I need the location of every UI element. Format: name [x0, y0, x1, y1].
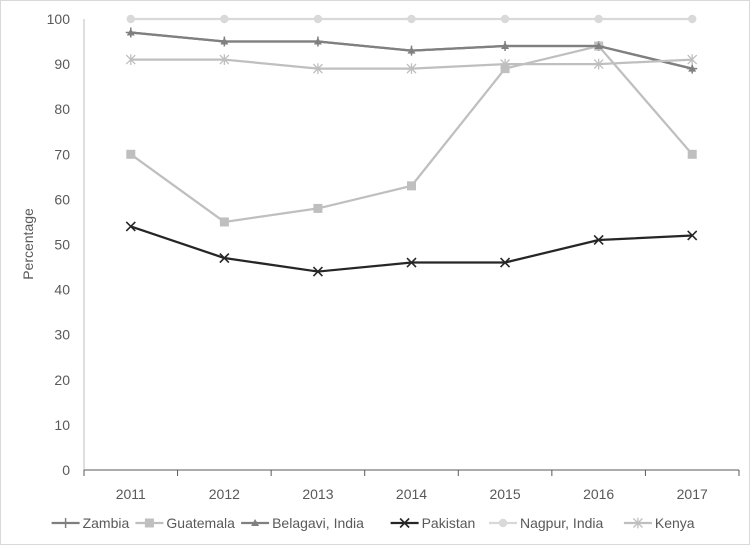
legend-marker-zambia: [60, 518, 71, 528]
legend: Zambia Guatemala Belagavi, India Pakistan Na…: [51, 515, 695, 531]
data-point-guatemala: [407, 181, 416, 191]
data-point-belagavi-india: [313, 37, 322, 45]
series-layer: [125, 14, 698, 277]
y-axis-tick-labels: 0 10 20 30 40 50 60 70 80 90 100: [47, 11, 71, 478]
data-point-kenya: [125, 54, 136, 65]
legend-marker-guatemala: [144, 518, 154, 528]
series-line-pakistan: [130, 225, 693, 273]
data-point-pakistan: [312, 266, 323, 277]
data-point-guatemala: [313, 203, 323, 213]
data-point-belagavi-india: [594, 42, 603, 50]
y-tick-label-60: 60: [54, 191, 70, 207]
legend-label-nagpur-india: Nagpur, India: [520, 515, 603, 531]
data-point-pakistan: [125, 221, 136, 232]
series-pakistan: [125, 221, 698, 277]
legend-item-guatemala: Guatemala: [135, 515, 235, 531]
legend-item-kenya: Kenya: [623, 515, 695, 531]
data-point-kenya: [687, 54, 698, 65]
legend-item-pakistan: Pakistan: [390, 515, 476, 531]
data-point-nagpur-india: [500, 14, 510, 24]
data-point-belagavi-india: [407, 46, 416, 54]
y-tick-label-90: 90: [54, 56, 70, 72]
data-point-kenya: [406, 63, 417, 75]
x-tick-label-2012: 2012: [209, 486, 240, 502]
data-point-belagavi-india: [501, 42, 510, 50]
legend-label-belagavi-india: Belagavi, India: [272, 515, 364, 531]
data-point-nagpur-india: [313, 14, 323, 24]
legend-marker-kenya: [632, 517, 643, 529]
x-tick-label-2011: 2011: [116, 486, 146, 502]
data-point-kenya: [219, 54, 230, 65]
x-axis-tick-labels: 2011 2012 2013 2014 2015 2016 2017: [116, 486, 708, 502]
series-nagpur-india: [126, 14, 697, 24]
y-tick-label-0: 0: [62, 462, 70, 478]
data-point-pakistan: [219, 252, 230, 264]
data-point-belagavi-india: [220, 37, 229, 45]
legend-marker-belagavi-india: [251, 519, 260, 526]
data-point-guatemala: [219, 217, 229, 227]
y-tick-label-30: 30: [54, 327, 70, 343]
x-tick-label-2017: 2017: [677, 486, 708, 502]
data-point-kenya: [312, 63, 323, 75]
data-point-guatemala: [687, 149, 697, 159]
y-tick-label-80: 80: [54, 101, 70, 117]
data-point-guatemala: [126, 149, 136, 159]
legend-item-belagavi-india: Belagavi, India: [241, 515, 364, 531]
y-tick-label-10: 10: [54, 417, 70, 433]
legend-label-guatemala: Guatemala: [166, 515, 235, 531]
y-tick-label-40: 40: [54, 282, 70, 298]
legend-marker-pakistan: [399, 517, 410, 529]
legend-item-zambia: Zambia: [51, 515, 130, 531]
data-point-nagpur-india: [594, 14, 603, 24]
x-tick-label-2013: 2013: [302, 486, 333, 502]
data-point-pakistan: [593, 234, 604, 246]
data-point-nagpur-india: [126, 14, 135, 24]
legend-label-kenya: Kenya: [655, 515, 695, 531]
x-tick-label-2015: 2015: [489, 486, 520, 502]
y-tick-label-70: 70: [54, 146, 70, 162]
y-tick-label-50: 50: [54, 237, 70, 253]
data-point-belagavi-india: [688, 64, 697, 72]
data-point-kenya: [593, 58, 604, 70]
data-point-nagpur-india: [407, 14, 416, 24]
y-tick-label-20: 20: [54, 372, 70, 388]
x-tick-label-2016: 2016: [583, 486, 614, 502]
legend-label-pakistan: Pakistan: [422, 515, 476, 531]
data-point-nagpur-india: [220, 14, 229, 24]
y-axis-title: Percentage: [20, 208, 36, 280]
legend-label-zambia: Zambia: [83, 515, 130, 531]
data-point-belagavi-india: [126, 28, 135, 36]
y-tick-label-100: 100: [47, 11, 71, 27]
x-tick-label-2014: 2014: [396, 486, 427, 502]
legend-item-nagpur-india: Nagpur, India: [489, 515, 603, 531]
data-point-pakistan: [500, 257, 511, 268]
data-point-pakistan: [406, 257, 417, 268]
series-kenya: [125, 54, 698, 75]
data-point-nagpur-india: [688, 14, 697, 24]
data-point-kenya: [500, 58, 511, 70]
series-belagavi-india: [126, 28, 697, 72]
axes: [83, 19, 740, 476]
data-point-pakistan: [687, 230, 698, 241]
legend-marker-nagpur-india: [498, 518, 508, 528]
